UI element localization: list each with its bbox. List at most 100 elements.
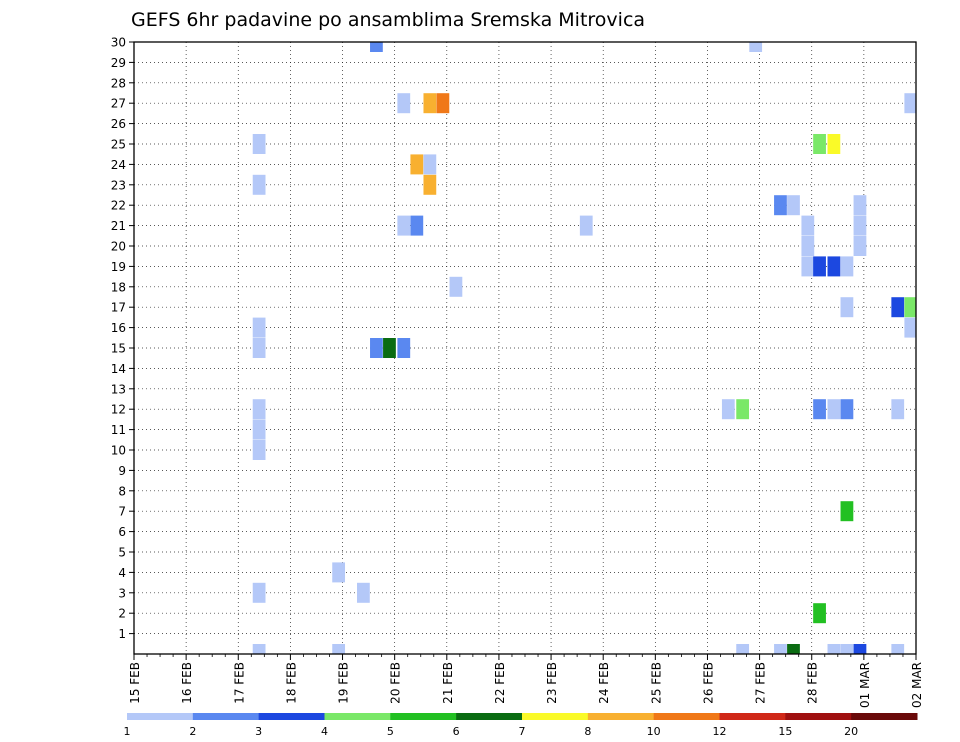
x-tick-label: 18 FEB (284, 662, 298, 704)
y-tick-label: 7 (118, 505, 126, 519)
y-tick-label: 15 (111, 342, 126, 356)
legend-label: 3 (255, 725, 262, 738)
x-tick-label: 25 FEB (649, 662, 663, 704)
y-tick-label: 16 (111, 321, 126, 335)
precip-cell (813, 256, 826, 277)
y-tick-label: 20 (111, 240, 126, 254)
precip-cell (891, 399, 905, 420)
precip-cell (252, 338, 266, 358)
legend-label: 10 (647, 725, 661, 738)
precip-cell (252, 419, 266, 440)
precip-cell (904, 317, 916, 338)
y-tick-label: 28 (111, 76, 126, 90)
precip-cell (736, 399, 750, 420)
x-tick-label: 28 FEB (806, 662, 820, 704)
precip-cell (853, 236, 867, 256)
legend-label: 8 (584, 725, 591, 738)
precip-cell (397, 215, 411, 236)
legend-label: 7 (519, 725, 526, 738)
precip-cell (827, 134, 841, 154)
y-tick-label: 2 (118, 607, 126, 621)
precip-cell (423, 154, 437, 175)
y-tick-label: 21 (111, 219, 126, 233)
precip-cell (853, 215, 867, 236)
x-tick-label: 23 FEB (545, 662, 559, 704)
precip-cell (813, 134, 826, 154)
y-tick-label: 24 (111, 158, 126, 172)
y-tick-label: 10 (111, 444, 126, 458)
precip-cell (840, 399, 854, 420)
y-tick-label: 8 (118, 484, 126, 498)
precip-cell (370, 338, 383, 358)
precip-cell (252, 134, 266, 154)
precip-cell (840, 256, 854, 277)
x-tick-label: 01 MAR (858, 662, 872, 708)
y-tick-label: 27 (111, 97, 126, 111)
legend-label: 12 (713, 725, 727, 738)
y-tick-label: 3 (118, 586, 126, 600)
precip-cell (252, 440, 266, 460)
legend-label: 1 (124, 725, 131, 738)
precip-cell (721, 399, 735, 420)
y-tick-label: 22 (111, 199, 126, 213)
x-tick-label: 26 FEB (701, 662, 715, 704)
legend-label: 4 (321, 725, 328, 738)
precip-cell (787, 644, 800, 654)
legend-swatch (522, 713, 589, 720)
precip-cell (436, 93, 450, 114)
y-tick-label: 26 (111, 117, 126, 131)
precip-cell (853, 195, 867, 216)
precip-cell (904, 297, 916, 318)
x-tick-label: 24 FEB (597, 662, 611, 704)
legend-swatch (851, 713, 918, 720)
precip-cell (840, 501, 854, 522)
precip-cell (827, 399, 841, 420)
precip-cell (410, 154, 424, 175)
precip-cell (801, 256, 815, 277)
y-tick-label: 14 (111, 362, 126, 376)
y-tick-label: 13 (111, 382, 126, 396)
precip-cell (370, 42, 383, 52)
x-tick-label: 21 FEB (441, 662, 455, 704)
y-tick-label: 1 (118, 627, 126, 641)
precip-cell (891, 297, 905, 318)
y-tick-label: 5 (118, 546, 126, 560)
legend-swatch (785, 713, 852, 720)
precip-cell (252, 644, 266, 654)
precip-cell (332, 562, 346, 583)
x-tick-label: 27 FEB (754, 662, 768, 704)
precip-cell (449, 276, 463, 297)
x-tick-label: 19 FEB (337, 662, 351, 704)
precip-cell (904, 93, 916, 114)
precip-cell (813, 399, 826, 420)
legend-swatch (587, 713, 655, 720)
legend-swatch (390, 713, 457, 720)
y-axis: 1234567891011121314151617181920212223242… (111, 36, 134, 641)
y-tick-label: 9 (118, 464, 126, 478)
precip-cell (410, 215, 424, 236)
legend-swatch (258, 713, 325, 720)
x-tick-label: 16 FEB (180, 662, 194, 704)
precip-cell (749, 42, 763, 52)
precip-cell (397, 93, 411, 114)
chart-title: GEFS 6hr padavine po ansamblima Sremska … (131, 9, 645, 31)
precip-cell (252, 399, 266, 420)
x-tick-label: 02 MAR (910, 662, 924, 708)
y-tick-label: 12 (111, 403, 126, 417)
legend-swatch (719, 713, 786, 720)
legend-swatch (127, 713, 194, 720)
color-legend: 1 2 3 4 5 6 7 8 10 12 15 20 (124, 713, 918, 738)
x-tick-label: 15 FEB (128, 662, 142, 704)
legend-label: 15 (778, 725, 792, 738)
x-axis: 15 FEB 16 FEB 17 FEB 18 FEB 19 FEB 20 FEB 21 F… (128, 654, 924, 708)
precip-cell (891, 644, 905, 654)
precip-cell (774, 644, 787, 654)
precip-cell (840, 297, 854, 318)
y-tick-label: 18 (111, 280, 126, 294)
legend-swatch (192, 713, 260, 720)
y-tick-label: 25 (111, 138, 126, 152)
y-tick-label: 4 (118, 566, 126, 580)
precip-cell (801, 215, 815, 236)
x-tick-label: 17 FEB (232, 662, 246, 704)
